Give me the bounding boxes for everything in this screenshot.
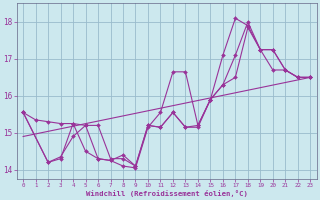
X-axis label: Windchill (Refroidissement éolien,°C): Windchill (Refroidissement éolien,°C): [86, 190, 248, 197]
